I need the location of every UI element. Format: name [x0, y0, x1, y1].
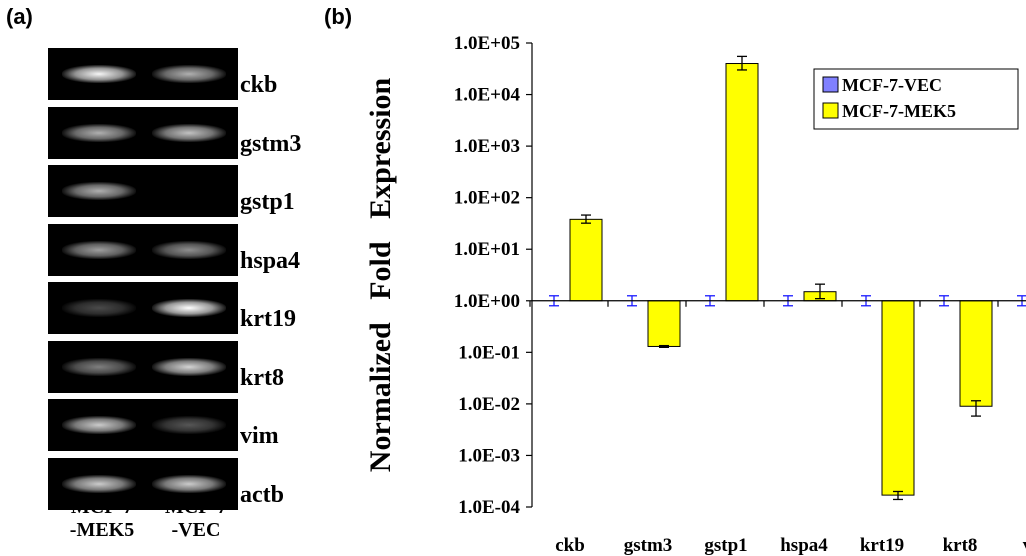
category-label-krt8: krt8	[943, 535, 978, 556]
category-label-ckb: ckb	[555, 535, 585, 556]
category-label-hspa4: hspa4	[780, 535, 828, 556]
gel-band	[152, 474, 226, 493]
category-label-vim: vim	[1023, 535, 1026, 556]
y-tick-label: 1.0E+03	[454, 136, 520, 157]
bar-mcf-7-mek5-ckb	[569, 218, 603, 302]
panel-b-label: (b)	[324, 4, 353, 29]
gel-band	[152, 182, 226, 200]
y-tick-label: 1.0E+05	[454, 33, 520, 54]
gel-band	[62, 182, 136, 200]
gel-band	[152, 240, 226, 259]
gene-label-krt8: krt8	[240, 364, 284, 391]
gel-band	[152, 357, 226, 376]
gel-band	[62, 123, 136, 142]
gel-band	[152, 123, 226, 142]
gel-strip-krt19	[48, 282, 238, 334]
gene-label-vim: vim	[240, 423, 279, 449]
gel-strip-ckb	[48, 48, 238, 100]
gene-label-gstm3: gstm3	[240, 130, 302, 157]
legend-swatch-mcf-7-mek5	[822, 102, 839, 119]
gel-strip-hspa4	[48, 223, 238, 276]
legend-box	[813, 68, 1019, 130]
gene-label-krt19: krt19	[240, 306, 296, 332]
y-tick-label: 1.0E+00	[454, 291, 520, 312]
gel-band	[62, 474, 136, 493]
y-tick-label: 1.0E+02	[454, 188, 520, 209]
panel-a-label: (a)	[6, 4, 33, 29]
y-tick-label: 1.0E+04	[454, 85, 521, 106]
y-tick-label: 1.0E-04	[458, 497, 520, 518]
gene-label-hspa4: hspa4	[240, 247, 301, 274]
bar-mcf-7-mek5-krt8	[959, 300, 993, 407]
gel-band	[152, 416, 226, 434]
gel-band	[62, 357, 136, 376]
legend-label-mcf-7-vec: MCF-7-VEC	[842, 75, 942, 95]
gel-band	[62, 65, 136, 83]
y-axis-title: Normalized Fold Expression	[364, 77, 397, 472]
category-label-krt19: krt19	[860, 535, 904, 556]
gel-band	[62, 240, 136, 259]
lane-label-vec: MCF-7 -VEC	[146, 496, 246, 542]
lane-label-mek5-line1: MCF-7	[70, 496, 134, 518]
gel-strip-actb	[48, 457, 238, 510]
gel-strip-gstm3	[48, 106, 238, 159]
y-tick-label: 1.0E-02	[458, 394, 520, 415]
bar-mcf-7-mek5-krt19	[881, 300, 915, 496]
bar-mcf-7-mek5-gstm3	[647, 300, 681, 347]
gel-strip-krt8	[48, 340, 238, 393]
gel-band	[152, 299, 226, 317]
gene-label-gstp1: gstp1	[240, 189, 295, 215]
gel-band	[62, 416, 136, 434]
gel-strip-gstp1	[48, 165, 238, 217]
gel-strip-vim	[48, 399, 238, 451]
gel-band	[152, 65, 226, 83]
gel-band	[62, 299, 136, 317]
lane-label-mek5-line2: -MEK5	[69, 519, 135, 541]
gene-label-actb: actb	[240, 481, 284, 508]
lane-label-vec-line2: -VEC	[171, 519, 221, 541]
y-tick-label: 1.0E+01	[454, 239, 520, 260]
lane-label-vec-line1: MCF-7	[164, 496, 228, 518]
category-label-gstp1: gstp1	[704, 535, 747, 556]
y-tick-label: 1.0E-03	[458, 445, 520, 466]
legend-label-mcf-7-mek5: MCF-7-MEK5	[842, 101, 956, 121]
legend-swatch-mcf-7-vec	[822, 76, 839, 93]
bar-mcf-7-mek5-gstp1	[725, 63, 759, 302]
lane-label-mek5: MCF-7 -MEK5	[52, 496, 152, 542]
category-label-gstm3: gstm3	[624, 535, 673, 556]
gene-label-ckb: ckb	[240, 72, 278, 98]
y-tick-label: 1.0E-01	[458, 342, 520, 363]
